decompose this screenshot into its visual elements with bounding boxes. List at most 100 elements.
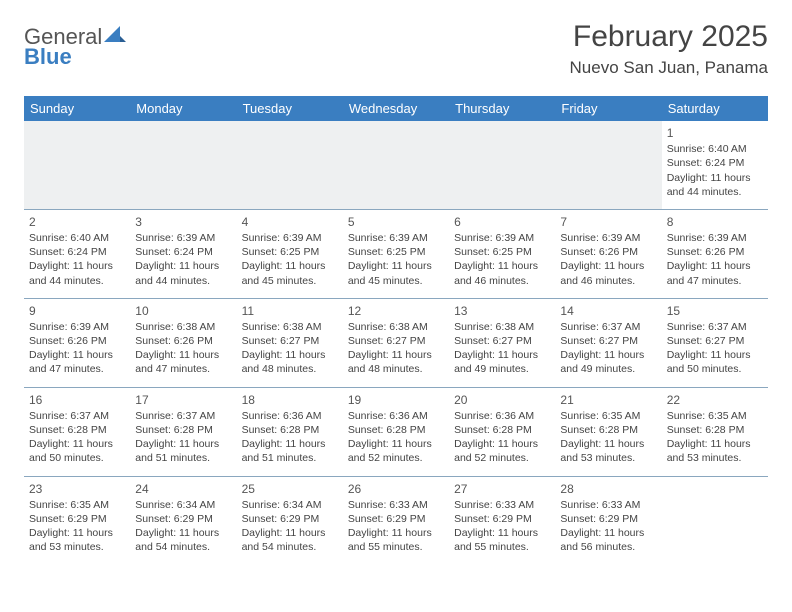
calendar-day: 13Sunrise: 6:38 AMSunset: 6:27 PMDayligh… [449, 298, 555, 387]
weekday-header: Sunday [24, 96, 130, 121]
day-info: Sunrise: 6:40 AMSunset: 6:24 PMDaylight:… [667, 142, 763, 199]
calendar-day: 17Sunrise: 6:37 AMSunset: 6:28 PMDayligh… [130, 387, 236, 476]
day-number: 13 [454, 303, 550, 319]
day-info: Sunrise: 6:37 AMSunset: 6:28 PMDaylight:… [29, 409, 125, 466]
day-number: 24 [135, 481, 231, 497]
calendar-day: 8Sunrise: 6:39 AMSunset: 6:26 PMDaylight… [662, 209, 768, 298]
calendar-day: 12Sunrise: 6:38 AMSunset: 6:27 PMDayligh… [343, 298, 449, 387]
calendar-week: 16Sunrise: 6:37 AMSunset: 6:28 PMDayligh… [24, 387, 768, 476]
calendar-day: 21Sunrise: 6:35 AMSunset: 6:28 PMDayligh… [555, 387, 661, 476]
day-number: 5 [348, 214, 444, 230]
calendar-day: 22Sunrise: 6:35 AMSunset: 6:28 PMDayligh… [662, 387, 768, 476]
day-info: Sunrise: 6:33 AMSunset: 6:29 PMDaylight:… [454, 498, 550, 555]
calendar-day: 28Sunrise: 6:33 AMSunset: 6:29 PMDayligh… [555, 476, 661, 564]
calendar-empty [343, 121, 449, 209]
calendar-day: 3Sunrise: 6:39 AMSunset: 6:24 PMDaylight… [130, 209, 236, 298]
calendar-empty [555, 121, 661, 209]
logo: General Blue [24, 26, 126, 67]
day-number: 11 [242, 303, 338, 319]
calendar-week: 2Sunrise: 6:40 AMSunset: 6:24 PMDaylight… [24, 209, 768, 298]
calendar-day: 4Sunrise: 6:39 AMSunset: 6:25 PMDaylight… [237, 209, 343, 298]
day-number: 15 [667, 303, 763, 319]
day-number: 10 [135, 303, 231, 319]
day-number: 7 [560, 214, 656, 230]
header: General Blue February 2025 Nuevo San Jua… [24, 20, 768, 78]
day-info: Sunrise: 6:37 AMSunset: 6:27 PMDaylight:… [667, 320, 763, 377]
calendar-day: 19Sunrise: 6:36 AMSunset: 6:28 PMDayligh… [343, 387, 449, 476]
day-info: Sunrise: 6:39 AMSunset: 6:24 PMDaylight:… [135, 231, 231, 288]
day-number: 19 [348, 392, 444, 408]
day-number: 22 [667, 392, 763, 408]
weekday-row: SundayMondayTuesdayWednesdayThursdayFrid… [24, 96, 768, 121]
day-number: 14 [560, 303, 656, 319]
day-info: Sunrise: 6:38 AMSunset: 6:27 PMDaylight:… [348, 320, 444, 377]
month-title: February 2025 [570, 20, 768, 54]
location: Nuevo San Juan, Panama [570, 58, 768, 78]
calendar-day: 16Sunrise: 6:37 AMSunset: 6:28 PMDayligh… [24, 387, 130, 476]
calendar-day: 7Sunrise: 6:39 AMSunset: 6:26 PMDaylight… [555, 209, 661, 298]
day-number: 16 [29, 392, 125, 408]
calendar-empty [449, 121, 555, 209]
calendar-empty [130, 121, 236, 209]
day-info: Sunrise: 6:37 AMSunset: 6:27 PMDaylight:… [560, 320, 656, 377]
day-info: Sunrise: 6:39 AMSunset: 6:25 PMDaylight:… [242, 231, 338, 288]
weekday-header: Tuesday [237, 96, 343, 121]
calendar-head: SundayMondayTuesdayWednesdayThursdayFrid… [24, 96, 768, 121]
calendar-day: 2Sunrise: 6:40 AMSunset: 6:24 PMDaylight… [24, 209, 130, 298]
day-info: Sunrise: 6:36 AMSunset: 6:28 PMDaylight:… [242, 409, 338, 466]
day-number: 23 [29, 481, 125, 497]
day-info: Sunrise: 6:36 AMSunset: 6:28 PMDaylight:… [454, 409, 550, 466]
weekday-header: Friday [555, 96, 661, 121]
calendar-day: 1Sunrise: 6:40 AMSunset: 6:24 PMDaylight… [662, 121, 768, 209]
day-info: Sunrise: 6:35 AMSunset: 6:28 PMDaylight:… [560, 409, 656, 466]
day-info: Sunrise: 6:38 AMSunset: 6:27 PMDaylight:… [454, 320, 550, 377]
day-info: Sunrise: 6:35 AMSunset: 6:28 PMDaylight:… [667, 409, 763, 466]
day-info: Sunrise: 6:33 AMSunset: 6:29 PMDaylight:… [348, 498, 444, 555]
calendar-day: 18Sunrise: 6:36 AMSunset: 6:28 PMDayligh… [237, 387, 343, 476]
logo-text: General Blue [24, 26, 126, 67]
calendar-day: 9Sunrise: 6:39 AMSunset: 6:26 PMDaylight… [24, 298, 130, 387]
logo-line2: Blue [24, 44, 72, 69]
day-info: Sunrise: 6:37 AMSunset: 6:28 PMDaylight:… [135, 409, 231, 466]
day-info: Sunrise: 6:38 AMSunset: 6:26 PMDaylight:… [135, 320, 231, 377]
weekday-header: Wednesday [343, 96, 449, 121]
day-info: Sunrise: 6:39 AMSunset: 6:26 PMDaylight:… [667, 231, 763, 288]
day-info: Sunrise: 6:39 AMSunset: 6:26 PMDaylight:… [560, 231, 656, 288]
day-number: 6 [454, 214, 550, 230]
day-number: 28 [560, 481, 656, 497]
day-number: 27 [454, 481, 550, 497]
day-number: 8 [667, 214, 763, 230]
calendar-day: 5Sunrise: 6:39 AMSunset: 6:25 PMDaylight… [343, 209, 449, 298]
weekday-header: Thursday [449, 96, 555, 121]
day-number: 1 [667, 125, 763, 141]
day-info: Sunrise: 6:35 AMSunset: 6:29 PMDaylight:… [29, 498, 125, 555]
day-number: 20 [454, 392, 550, 408]
calendar-day: 23Sunrise: 6:35 AMSunset: 6:29 PMDayligh… [24, 476, 130, 564]
calendar-day: 20Sunrise: 6:36 AMSunset: 6:28 PMDayligh… [449, 387, 555, 476]
calendar-empty [662, 476, 768, 564]
calendar-week: 9Sunrise: 6:39 AMSunset: 6:26 PMDaylight… [24, 298, 768, 387]
day-info: Sunrise: 6:39 AMSunset: 6:26 PMDaylight:… [29, 320, 125, 377]
day-info: Sunrise: 6:33 AMSunset: 6:29 PMDaylight:… [560, 498, 656, 555]
day-number: 2 [29, 214, 125, 230]
calendar-week: 1Sunrise: 6:40 AMSunset: 6:24 PMDaylight… [24, 121, 768, 209]
day-info: Sunrise: 6:39 AMSunset: 6:25 PMDaylight:… [454, 231, 550, 288]
day-number: 4 [242, 214, 338, 230]
weekday-header: Saturday [662, 96, 768, 121]
day-number: 9 [29, 303, 125, 319]
weekday-header: Monday [130, 96, 236, 121]
calendar-day: 25Sunrise: 6:34 AMSunset: 6:29 PMDayligh… [237, 476, 343, 564]
calendar-day: 26Sunrise: 6:33 AMSunset: 6:29 PMDayligh… [343, 476, 449, 564]
day-number: 26 [348, 481, 444, 497]
calendar-table: SundayMondayTuesdayWednesdayThursdayFrid… [24, 96, 768, 564]
day-info: Sunrise: 6:36 AMSunset: 6:28 PMDaylight:… [348, 409, 444, 466]
calendar-empty [237, 121, 343, 209]
day-info: Sunrise: 6:34 AMSunset: 6:29 PMDaylight:… [135, 498, 231, 555]
day-number: 3 [135, 214, 231, 230]
calendar-day: 6Sunrise: 6:39 AMSunset: 6:25 PMDaylight… [449, 209, 555, 298]
calendar-day: 15Sunrise: 6:37 AMSunset: 6:27 PMDayligh… [662, 298, 768, 387]
day-info: Sunrise: 6:39 AMSunset: 6:25 PMDaylight:… [348, 231, 444, 288]
calendar-day: 10Sunrise: 6:38 AMSunset: 6:26 PMDayligh… [130, 298, 236, 387]
calendar-day: 11Sunrise: 6:38 AMSunset: 6:27 PMDayligh… [237, 298, 343, 387]
day-info: Sunrise: 6:34 AMSunset: 6:29 PMDaylight:… [242, 498, 338, 555]
